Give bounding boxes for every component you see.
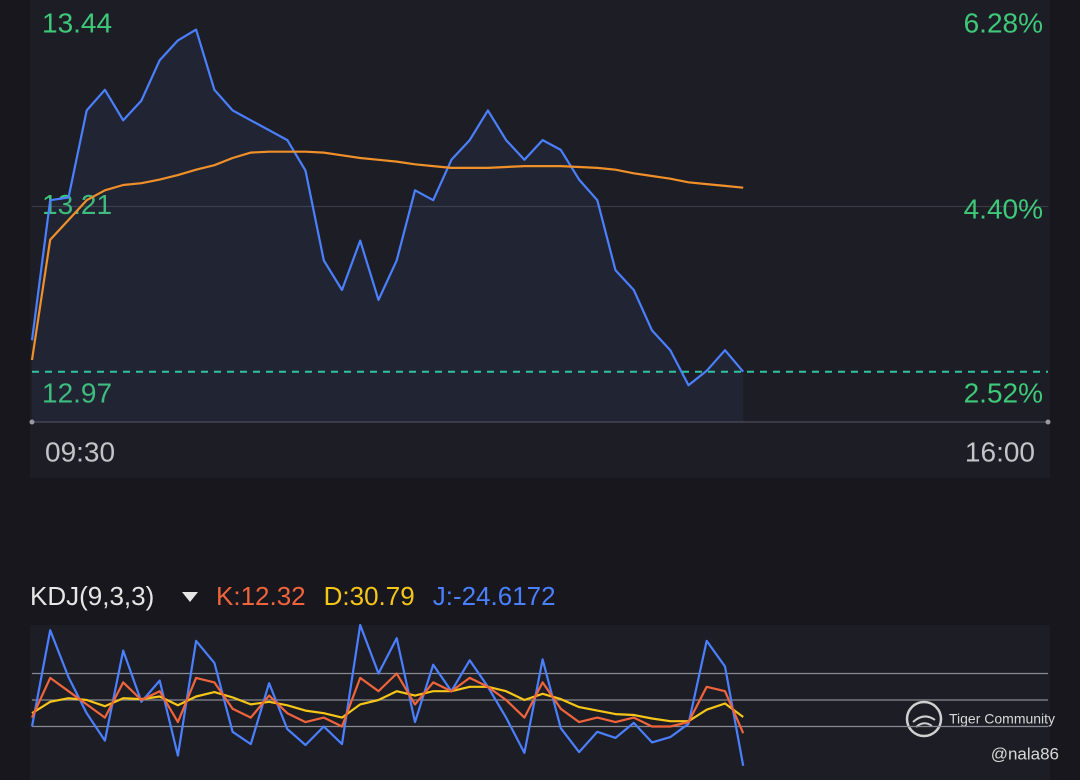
line	[30, 150, 744, 361]
legend-entry: D:30.79	[324, 581, 415, 611]
kdj-header[interactable]: KDJ(9,3,3)	[30, 581, 198, 611]
y-tick-label: 12.97	[42, 377, 112, 408]
watermark: Tiger Community @nala86	[905, 700, 1059, 763]
brand-logo	[905, 700, 943, 738]
x-tick-label: 09:30	[45, 436, 115, 467]
y-tick-label: 13.44	[42, 7, 112, 38]
area	[32, 29, 744, 422]
user-handle: @nala86	[991, 744, 1059, 763]
x-tick	[1045, 419, 1051, 425]
y2-tick-label: 4.40%	[964, 193, 1043, 224]
price-panel	[30, 0, 1050, 478]
legend-entry: K:12.32	[216, 581, 306, 611]
y2-tick-label: 2.52%	[964, 377, 1043, 408]
brand-name: Tiger Community	[949, 711, 1055, 727]
line	[30, 28, 745, 387]
x-tick	[29, 419, 35, 425]
legend-entry: J:-24.6172	[433, 581, 556, 611]
indicator-title[interactable]: KDJ(9,3,3)	[30, 581, 154, 611]
line	[30, 623, 745, 766]
y2-tick-label: 6.28%	[964, 7, 1043, 38]
dropdown-arrow[interactable]	[182, 592, 198, 602]
x-tick-label: 16:00	[965, 436, 1035, 467]
kdj-panel	[30, 625, 1050, 780]
line	[31, 685, 744, 723]
y-tick-label: 13.21	[42, 189, 112, 220]
line	[31, 672, 745, 734]
